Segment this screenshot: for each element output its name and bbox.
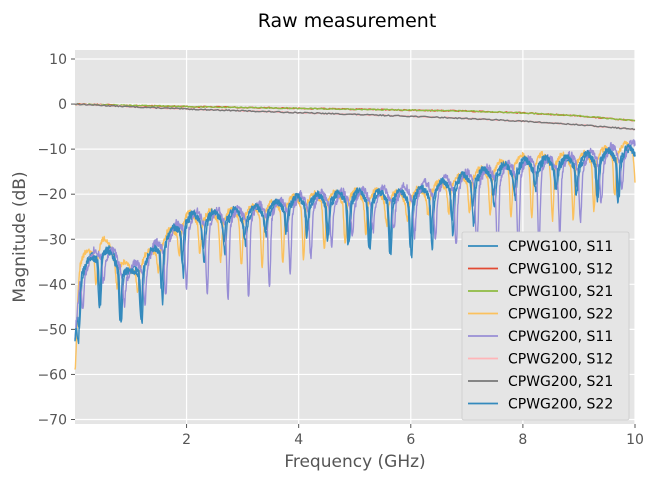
legend-label: CPWG200, S22 [508, 397, 613, 413]
y-tick-label: 0 [58, 97, 67, 113]
y-axis-label: Magnitude (dB) [10, 171, 30, 302]
legend-label: CPWG100, S21 [508, 284, 613, 300]
y-tick-label: −20 [37, 187, 67, 203]
y-tick-label: −30 [37, 232, 67, 248]
x-tick-label: 8 [518, 432, 527, 448]
legend: CPWG100, S11 CPWG100, S12 CPWG100, S21 CPWG… [461, 231, 630, 421]
x-tick-label: 4 [294, 432, 303, 448]
y-tick-label: −50 [37, 322, 67, 338]
legend-label: CPWG200, S21 [508, 374, 613, 390]
series-line-4 [74, 139, 636, 340]
x-axis-ticks: 2 4 6 8 10 [182, 424, 644, 448]
series-line-2 [74, 102, 636, 122]
x-tick-label: 6 [406, 432, 415, 448]
legend-label: CPWG100, S11 [508, 239, 613, 255]
legend-label: CPWG100, S12 [508, 262, 613, 278]
x-tick-label: 10 [626, 432, 644, 448]
series-line-3 [74, 140, 636, 370]
x-tick-label: 2 [182, 432, 191, 448]
y-tick-label: −40 [37, 277, 67, 293]
series-line-6 [74, 103, 636, 131]
legend-label: CPWG200, S12 [508, 352, 613, 368]
series-lines [74, 102, 636, 370]
y-tick-label: −10 [37, 142, 67, 158]
legend-label: CPWG100, S22 [508, 307, 613, 323]
legend-label: CPWG200, S11 [508, 329, 613, 345]
y-tick-label: −70 [37, 412, 67, 428]
x-axis-label: Frequency (GHz) [284, 452, 425, 472]
legend-box [461, 231, 630, 421]
series-line-7 [74, 143, 636, 345]
y-tick-label: −60 [37, 367, 67, 383]
y-tick-label: 10 [49, 52, 67, 68]
y-axis-ticks: 10 0 −10 −20 −30 −40 −50 −60 −70 [37, 52, 75, 428]
chart-title: Raw measurement [258, 10, 437, 32]
